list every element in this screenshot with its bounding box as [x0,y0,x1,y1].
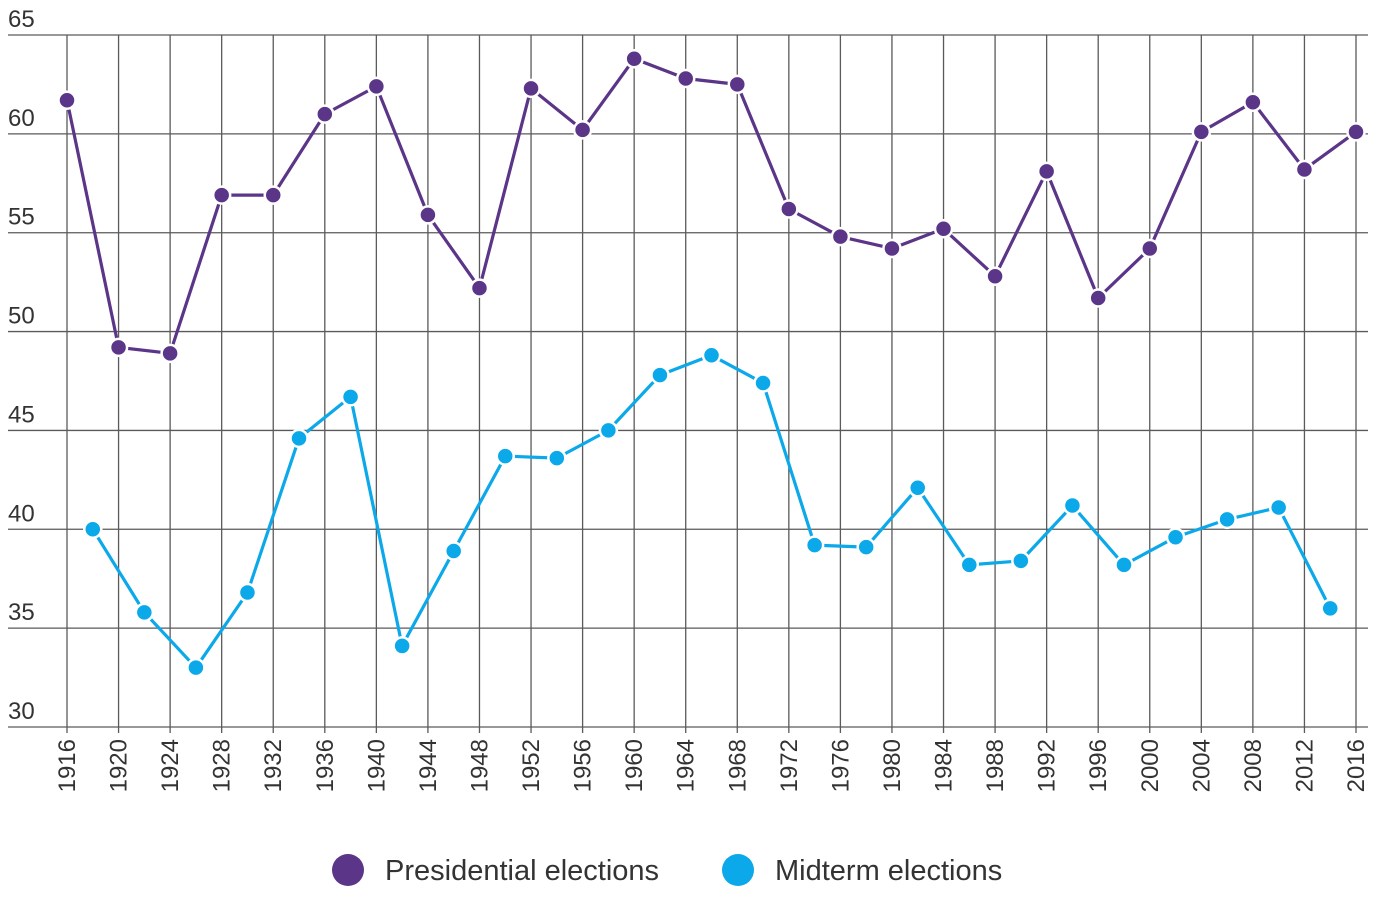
data-point-presidential-1940 [366,76,387,97]
data-point-midterm-1958 [598,420,619,441]
x-tick-label-1944: 1944 [415,739,442,792]
x-tick-label-1992: 1992 [1034,739,1061,792]
data-point-midterm-1966 [701,345,722,366]
x-axis-tick-labels: 1916 1920 1924 1928 1932 1936 1940 1944 1948 1952… [54,739,1370,792]
data-point-midterm-1986 [959,555,980,575]
x-tick-label-2016: 2016 [1343,739,1370,792]
data-point-midterm-1930 [237,582,258,603]
vertical-gridlines [66,35,1357,733]
x-tick-label-1928: 1928 [209,739,236,792]
series-line-presidential [65,57,1357,355]
x-tick-label-1968: 1968 [724,739,751,792]
data-point-midterm-1942 [392,636,412,656]
x-tick-label-2000: 2000 [1137,739,1164,792]
horizontal-gridlines [8,34,1368,728]
x-tick-label-2008: 2008 [1240,739,1267,792]
legend-label-presidential: Presidential elections [385,855,659,887]
x-tick-label-1920: 1920 [106,739,133,792]
x-tick-label-2012: 2012 [1291,739,1318,792]
data-point-presidential-1916 [57,90,77,110]
data-point-presidential-1920 [108,337,129,358]
x-tick-label-1932: 1932 [260,739,287,792]
x-tick-label-1964: 1964 [673,739,700,792]
data-point-midterm-1982 [907,478,928,498]
data-point-presidential-1964 [675,68,696,89]
data-point-midterm-2002 [1165,527,1186,547]
x-tick-label-1952: 1952 [518,739,545,792]
data-point-presidential-1928 [211,185,232,205]
legend-label-midterm: Midterm elections [775,855,1002,887]
x-tick-label-1980: 1980 [879,739,906,792]
data-point-presidential-1952 [521,78,541,99]
legend-marker-midterm [722,854,754,886]
data-point-presidential-1988 [985,266,1005,286]
y-tick-label-40: 40 [8,500,35,527]
data-point-presidential-2008 [1243,92,1263,112]
x-tick-label-1976: 1976 [827,739,854,792]
data-point-midterm-1990 [1011,551,1031,571]
y-tick-label-60: 60 [8,105,35,132]
data-point-presidential-1980 [882,238,902,259]
x-tick-label-1984: 1984 [931,739,958,792]
data-point-presidential-1956 [572,120,593,140]
data-point-midterm-1918 [83,519,103,540]
data-point-midterm-1994 [1062,495,1083,516]
data-point-midterm-1926 [186,657,206,678]
data-point-midterm-1970 [753,373,773,393]
y-tick-label-45: 45 [8,401,35,428]
x-tick-label-1940: 1940 [363,739,390,792]
data-point-presidential-1936 [315,104,335,124]
x-tick-label-1996: 1996 [1085,739,1112,792]
data-point-presidential-2012 [1294,159,1315,180]
data-point-presidential-1984 [933,219,954,239]
data-point-presidential-1972 [779,199,799,219]
data-point-presidential-1968 [727,74,748,95]
data-point-midterm-2006 [1217,509,1237,530]
legend: Presidential elections Midterm elections [332,854,1002,887]
data-point-midterm-1978 [856,537,876,557]
y-tick-label-50: 50 [8,303,35,330]
legend-marker-presidential [332,854,364,886]
y-tick-label-30: 30 [8,698,35,725]
x-tick-label-1916: 1916 [54,739,81,792]
data-point-midterm-1946 [443,541,464,561]
x-tick-label-1936: 1936 [312,739,339,792]
data-point-midterm-1950 [495,446,516,466]
data-point-presidential-1944 [418,205,438,225]
data-point-presidential-1960 [624,48,644,69]
series-line-midterm [91,353,1332,670]
x-tick-label-1988: 1988 [982,739,1009,792]
y-tick-label-65: 65 [8,6,35,33]
data-point-presidential-1948 [469,278,490,298]
y-tick-label-55: 55 [8,204,35,231]
data-point-midterm-2014 [1320,598,1340,619]
data-point-presidential-1996 [1088,288,1108,308]
x-tick-label-1924: 1924 [157,739,184,792]
data-point-midterm-2010 [1268,497,1289,518]
data-point-presidential-2000 [1140,238,1160,259]
data-point-presidential-1976 [830,226,851,247]
data-point-midterm-1974 [804,535,825,555]
data-point-midterm-1934 [289,428,309,449]
y-tick-label-35: 35 [8,599,35,626]
x-tick-label-1972: 1972 [776,739,803,792]
data-point-presidential-1992 [1036,161,1057,182]
series-layer [57,48,1366,678]
y-axis-tick-labels: 30 35 40 45 50 55 60 65 [8,6,35,725]
data-point-midterm-1938 [340,387,361,407]
data-point-presidential-1924 [160,343,180,364]
data-point-midterm-1922 [134,602,155,623]
data-point-presidential-2004 [1191,122,1212,142]
data-point-midterm-1954 [547,448,567,468]
x-tick-label-1956: 1956 [570,739,597,792]
data-point-midterm-1962 [650,365,670,385]
data-point-midterm-1998 [1114,555,1134,575]
x-tick-label-2004: 2004 [1188,739,1215,792]
x-tick-label-1948: 1948 [466,739,493,792]
x-tick-label-1960: 1960 [621,739,648,792]
data-point-presidential-2016 [1346,122,1366,142]
data-point-presidential-1932 [263,185,283,205]
